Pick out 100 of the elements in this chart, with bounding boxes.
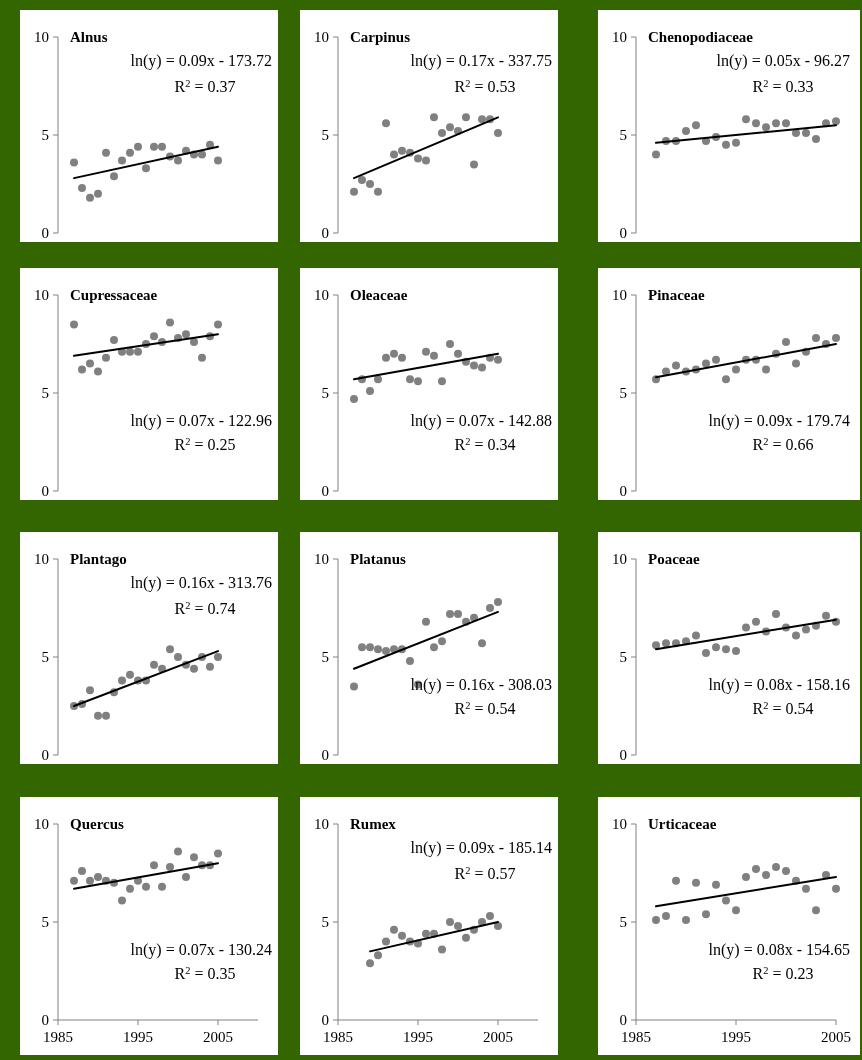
point (134, 142, 142, 151)
y-tick-label: 5 (321, 649, 329, 666)
point (374, 375, 382, 384)
point (486, 604, 494, 612)
point (214, 849, 222, 858)
y-tick-label: 10 (314, 29, 329, 46)
chart-title: Oleaceae (350, 287, 408, 303)
annotation: R$^{2}$ = 0.57 (454, 864, 516, 882)
y-tick-label: 5 (619, 127, 627, 144)
point (78, 183, 86, 192)
point (174, 653, 182, 661)
point (782, 867, 790, 876)
point (742, 872, 750, 881)
y-tick-label: 10 (612, 29, 627, 46)
point (712, 880, 720, 889)
point (470, 361, 478, 370)
point (652, 150, 660, 159)
point (86, 193, 94, 202)
point (722, 645, 730, 654)
y-tick-label: 10 (34, 816, 49, 833)
point (712, 643, 720, 652)
point (832, 334, 840, 343)
y-tick-label: 0 (41, 225, 49, 242)
point (70, 876, 78, 885)
point (682, 127, 690, 136)
point (712, 355, 720, 364)
point (382, 937, 390, 946)
point (214, 320, 222, 329)
point (494, 129, 502, 138)
annotation: R$^{2}$ = 0.53 (454, 77, 516, 95)
point (430, 643, 438, 652)
point (422, 347, 430, 356)
point (430, 351, 438, 360)
point (652, 641, 660, 650)
annotation: ln(y) = 0.09x - 179.74 (708, 412, 850, 431)
x-tick-label: 2005 (203, 1029, 233, 1045)
y-tick-label: 0 (619, 1012, 627, 1029)
chart-title: Rumex (350, 816, 397, 832)
annotation: ln(y) = 0.07x - 122.96 (130, 412, 272, 431)
point (470, 160, 478, 169)
y-tick-label: 10 (314, 551, 329, 568)
point (166, 318, 174, 327)
point (732, 138, 740, 147)
point (94, 711, 102, 720)
point (166, 645, 174, 654)
annotation: ln(y) = 0.16x - 313.76 (130, 574, 272, 593)
annotation: R$^{2}$ = 0.66 (752, 435, 814, 453)
annotation: ln(y) = 0.05x - 96.27 (716, 52, 850, 71)
point (390, 150, 398, 159)
point (126, 884, 134, 893)
chart-title: Carpinus (350, 29, 411, 45)
point (150, 861, 158, 870)
annotation: R$^{2}$ = 0.74 (174, 599, 236, 617)
point (462, 113, 470, 122)
point (190, 338, 198, 347)
point (742, 115, 750, 124)
point (802, 625, 810, 634)
annotation: R$^{2}$ = 0.54 (454, 699, 516, 717)
point (174, 156, 182, 165)
point (772, 863, 780, 872)
y-tick-label: 5 (321, 914, 329, 931)
point (752, 617, 760, 626)
point (390, 925, 398, 934)
chart-title: Cupressaceae (70, 287, 158, 303)
point (102, 148, 110, 157)
point (662, 912, 670, 921)
point (422, 929, 430, 938)
point (382, 119, 390, 128)
point (150, 142, 158, 151)
point (366, 643, 374, 652)
y-tick-label: 5 (619, 649, 627, 666)
point (722, 140, 730, 149)
x-tick-label: 1995 (123, 1029, 153, 1045)
point (78, 365, 86, 374)
point (86, 359, 94, 368)
point (454, 349, 462, 358)
point (446, 123, 454, 132)
point (732, 365, 740, 374)
y-tick-label: 5 (41, 127, 49, 144)
point (166, 863, 174, 872)
point (702, 910, 710, 919)
point (802, 884, 810, 893)
point (802, 129, 810, 138)
point (692, 121, 700, 130)
point (126, 347, 134, 356)
point (206, 662, 214, 671)
y-tick-label: 0 (321, 747, 329, 764)
x-tick-label: 1985 (43, 1029, 73, 1045)
y-tick-label: 0 (619, 225, 627, 242)
annotation: ln(y) = 0.09x - 185.14 (410, 839, 552, 858)
point (398, 931, 406, 940)
point (158, 142, 166, 151)
y-tick-label: 10 (612, 287, 627, 304)
point (78, 867, 86, 876)
point (350, 187, 358, 196)
point (414, 377, 422, 386)
point (682, 916, 690, 925)
point (792, 359, 800, 368)
point (366, 387, 374, 396)
point (722, 896, 730, 905)
